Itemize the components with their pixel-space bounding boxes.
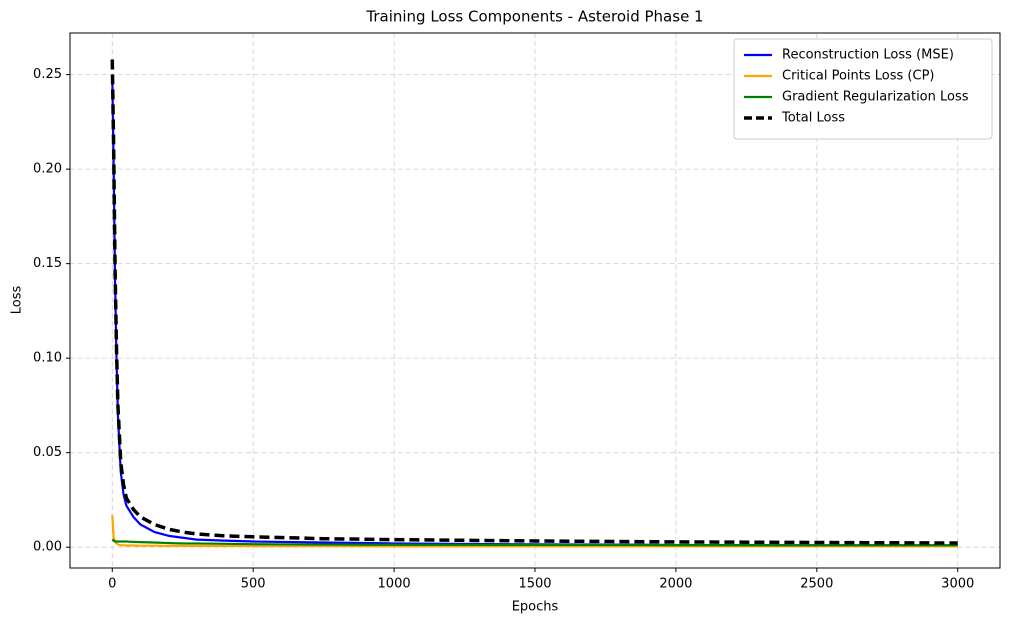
chart-title: Training Loss Components - Asteroid Phas…: [365, 8, 703, 26]
y-tick-label: 0.15: [33, 256, 62, 271]
x-tick-label: 1000: [378, 577, 411, 592]
y-axis-label: Loss: [10, 286, 25, 315]
x-tick-label: 500: [241, 577, 266, 592]
series-line: [110, 59, 958, 545]
y-tick-label: 0.00: [33, 540, 62, 555]
x-axis-label: Epochs: [512, 600, 559, 615]
legend-box: [733, 38, 993, 140]
x-tick-label: 2000: [659, 577, 692, 592]
legend-label: Reconstruction Loss (MSE): [782, 48, 954, 63]
series-line: [111, 514, 958, 548]
legend-label: Gradient Regularization Loss: [782, 90, 969, 105]
legend-label: Total Loss: [781, 111, 845, 126]
series-line: [111, 538, 958, 547]
plot-frame: [69, 32, 1001, 569]
y-tick-label: 0.10: [33, 351, 62, 366]
x-tick-label: 2500: [800, 577, 833, 592]
legend-label: Critical Points Loss (CP): [782, 69, 935, 84]
x-tick-label: 3000: [941, 577, 974, 592]
y-tick-label: 0.20: [33, 162, 62, 177]
x-tick-label: 0: [108, 577, 116, 592]
y-tick-label: 0.25: [33, 67, 62, 82]
x-tick-label: 1500: [518, 577, 551, 592]
y-tick-label: 0.05: [33, 445, 62, 460]
